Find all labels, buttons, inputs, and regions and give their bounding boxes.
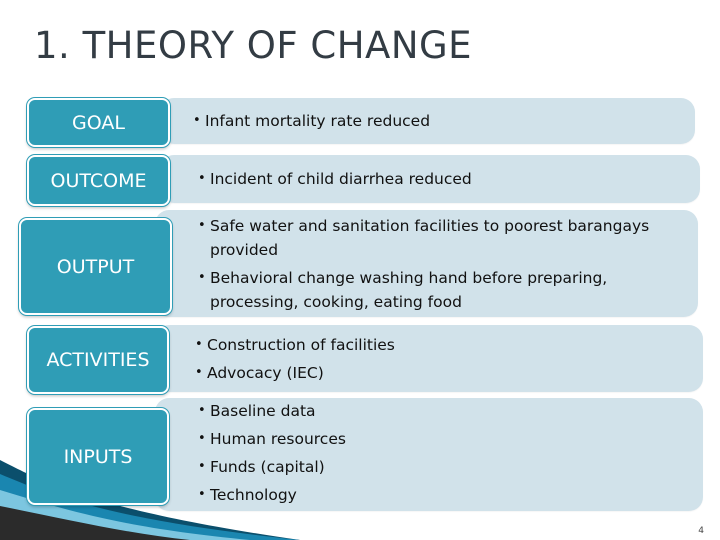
inputs-box: INPUTS — [27, 408, 169, 505]
page-number: 4 — [698, 526, 704, 536]
inputs-item: Baseline data — [198, 399, 703, 423]
output-item: Behavioral change washing hand before pr… — [198, 266, 678, 314]
outcome-panel: Incident of child diarrhea reduced — [160, 155, 700, 203]
output-box: OUTPUT — [19, 218, 172, 315]
corner-swoosh-decoration — [0, 460, 300, 540]
inputs-item: Technology — [198, 483, 703, 507]
inputs-panel: Baseline data Human resources Funds (cap… — [155, 398, 703, 511]
outcome-list: Incident of child diarrhea reduced — [160, 155, 700, 191]
inputs-item: Funds (capital) — [198, 455, 703, 479]
output-panel: Safe water and sanitation facilities to … — [155, 210, 698, 317]
output-item: Safe water and sanitation facilities to … — [198, 214, 678, 262]
inputs-list: Baseline data Human resources Funds (cap… — [155, 398, 703, 507]
goal-list: Infant mortality rate reduced — [160, 98, 695, 133]
goal-panel: Infant mortality rate reduced — [160, 98, 695, 144]
activities-item: Advocacy (IEC) — [195, 361, 703, 385]
goal-box: GOAL — [27, 98, 170, 147]
inputs-item: Human resources — [198, 427, 703, 451]
activities-panel: Construction of facilities Advocacy (IEC… — [155, 325, 703, 392]
outcome-box: OUTCOME — [27, 155, 170, 206]
activities-item: Construction of facilities — [195, 333, 703, 357]
activities-list: Construction of facilities Advocacy (IEC… — [155, 325, 703, 385]
slide-title: 1. THEORY OF CHANGE — [34, 24, 473, 67]
outcome-item: Incident of child diarrhea reduced — [198, 167, 700, 191]
goal-item: Infant mortality rate reduced — [193, 109, 695, 133]
output-list: Safe water and sanitation facilities to … — [155, 210, 698, 314]
activities-box: ACTIVITIES — [27, 326, 169, 394]
